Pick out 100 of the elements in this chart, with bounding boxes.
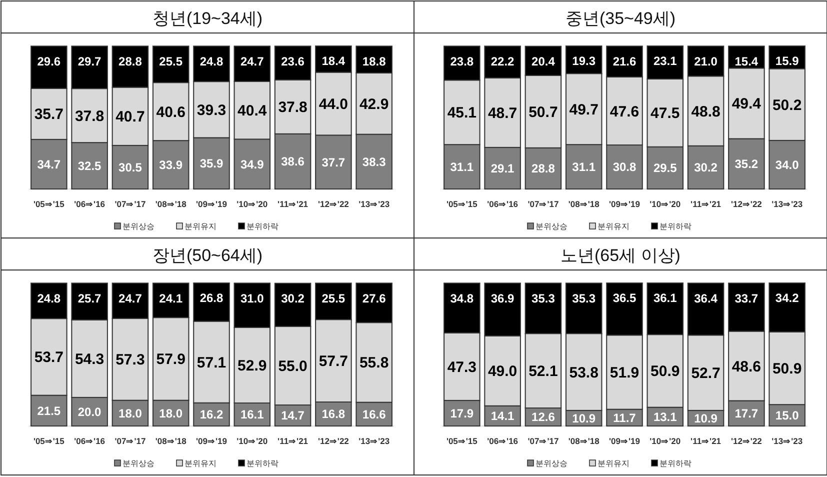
x-tick-label: '13⇒'23	[772, 199, 803, 209]
data-label: 34.7	[37, 157, 61, 172]
data-label: 35.9	[200, 156, 224, 171]
data-label: 30.5	[118, 160, 142, 174]
x-tick-label: '10⇒'20	[236, 199, 268, 209]
data-label: 47.6	[610, 103, 640, 120]
data-label: 21.5	[37, 404, 61, 418]
data-label: 14.1	[490, 409, 515, 424]
x-tick-label: '05⇒'15	[33, 436, 65, 446]
data-label: 20.0	[78, 404, 102, 419]
data-label: 25.5	[322, 291, 346, 306]
data-label: 40.6	[156, 104, 186, 121]
data-label: 18.0	[159, 406, 183, 420]
data-label: 55.0	[278, 358, 308, 375]
data-label: 25.7	[78, 291, 102, 306]
data-label: 24.7	[118, 291, 142, 306]
x-tick-label: '11⇒'21	[690, 436, 722, 446]
legend-label: 분위상승	[122, 222, 154, 231]
x-tick-label: '10⇒'20	[650, 436, 681, 446]
data-label: 19.3	[572, 54, 596, 68]
x-tick-label: '08⇒'18	[155, 199, 187, 209]
data-label: 53.7	[34, 349, 64, 366]
data-label: 23.1	[653, 54, 678, 68]
data-label: 20.4	[532, 54, 556, 68]
data-label: 29.5	[653, 161, 678, 176]
data-label: 40.4	[238, 102, 268, 120]
data-label: 15.4	[734, 54, 758, 68]
data-label: 28.8	[532, 162, 556, 176]
legend-label: 분위유지	[184, 222, 216, 231]
data-label: 29.1	[490, 161, 515, 176]
data-label: 33.9	[159, 158, 183, 172]
data-label: 30.2	[694, 160, 718, 175]
chart-title: 중년(35~49세)	[565, 8, 676, 28]
data-label: 36.9	[490, 291, 515, 306]
data-label: 24.1	[159, 291, 183, 306]
x-tick-label: '08⇒'18	[155, 436, 187, 446]
data-label: 32.5	[78, 158, 102, 173]
legend-label: 분위상승	[122, 459, 154, 468]
x-tick-label: '09⇒'19	[196, 199, 228, 209]
data-label: 18.4	[322, 54, 346, 68]
data-label: 52.1	[528, 363, 558, 380]
data-label: 33.7	[734, 291, 758, 306]
data-label: 34.0	[775, 158, 800, 172]
data-label: 22.2	[490, 54, 515, 68]
x-tick-label: '12⇒'22	[318, 199, 350, 209]
data-label: 17.9	[450, 406, 474, 420]
data-label: 16.2	[200, 408, 224, 422]
data-label: 42.9	[359, 96, 389, 113]
legend-label: 분위유지	[184, 459, 216, 468]
data-label: 25.5	[159, 54, 183, 68]
data-label: 15.9	[775, 54, 800, 68]
x-tick-label: '10⇒'20	[236, 436, 268, 446]
data-label: 38.6	[281, 154, 305, 169]
x-tick-label: '07⇒'17	[528, 436, 559, 446]
data-label: 53.8	[569, 364, 598, 382]
legend-label: 분위상승	[536, 459, 568, 468]
data-label: 55.8	[359, 354, 389, 372]
data-label: 17.7	[734, 406, 758, 421]
data-label: 37.8	[278, 99, 308, 116]
data-label: 27.6	[362, 291, 386, 306]
data-label: 21.6	[612, 54, 636, 68]
data-label: 48.8	[691, 103, 720, 120]
data-label: 34.8	[450, 291, 474, 306]
x-tick-label: '07⇒'17	[114, 436, 146, 446]
data-label: 31.1	[450, 160, 474, 174]
data-label: 35.3	[572, 291, 596, 306]
data-label: 34.9	[240, 157, 264, 172]
x-tick-label: '10⇒'20	[650, 199, 681, 209]
x-tick-label: '08⇒'18	[568, 436, 600, 446]
data-label: 35.3	[532, 291, 556, 306]
data-label: 10.9	[572, 411, 596, 426]
data-label: 48.7	[488, 104, 518, 122]
legend-label: 분위하락	[660, 222, 692, 231]
data-label: 52.9	[238, 357, 267, 374]
data-label: 10.9	[694, 411, 718, 426]
data-label: 31.1	[572, 160, 596, 174]
data-label: 49.7	[569, 101, 598, 118]
data-label: 48.6	[732, 358, 762, 376]
data-label: 35.2	[734, 157, 758, 172]
x-tick-label: '09⇒'19	[609, 199, 640, 209]
data-label: 23.8	[450, 54, 474, 68]
data-label: 38.3	[362, 154, 386, 169]
data-label: 49.0	[488, 363, 518, 380]
x-tick-label: '05⇒'15	[446, 436, 478, 446]
data-label: 36.4	[694, 291, 718, 306]
data-label: 51.9	[610, 364, 640, 382]
data-label: 40.7	[116, 108, 145, 126]
data-label: 21.0	[694, 54, 718, 68]
x-tick-label: '11⇒'21	[278, 199, 308, 209]
legend-label: 분위하락	[246, 459, 278, 468]
data-label: 50.7	[528, 104, 558, 121]
legend-label: 분위하락	[660, 459, 692, 468]
data-label: 45.1	[447, 104, 477, 122]
data-label: 39.3	[196, 102, 226, 119]
data-label: 49.4	[732, 96, 762, 113]
x-tick-label: '09⇒'19	[196, 436, 228, 446]
data-label: 50.2	[772, 96, 802, 114]
x-tick-label: '07⇒'17	[114, 199, 146, 209]
data-label: 12.6	[532, 410, 556, 424]
data-label: 52.7	[691, 365, 720, 382]
